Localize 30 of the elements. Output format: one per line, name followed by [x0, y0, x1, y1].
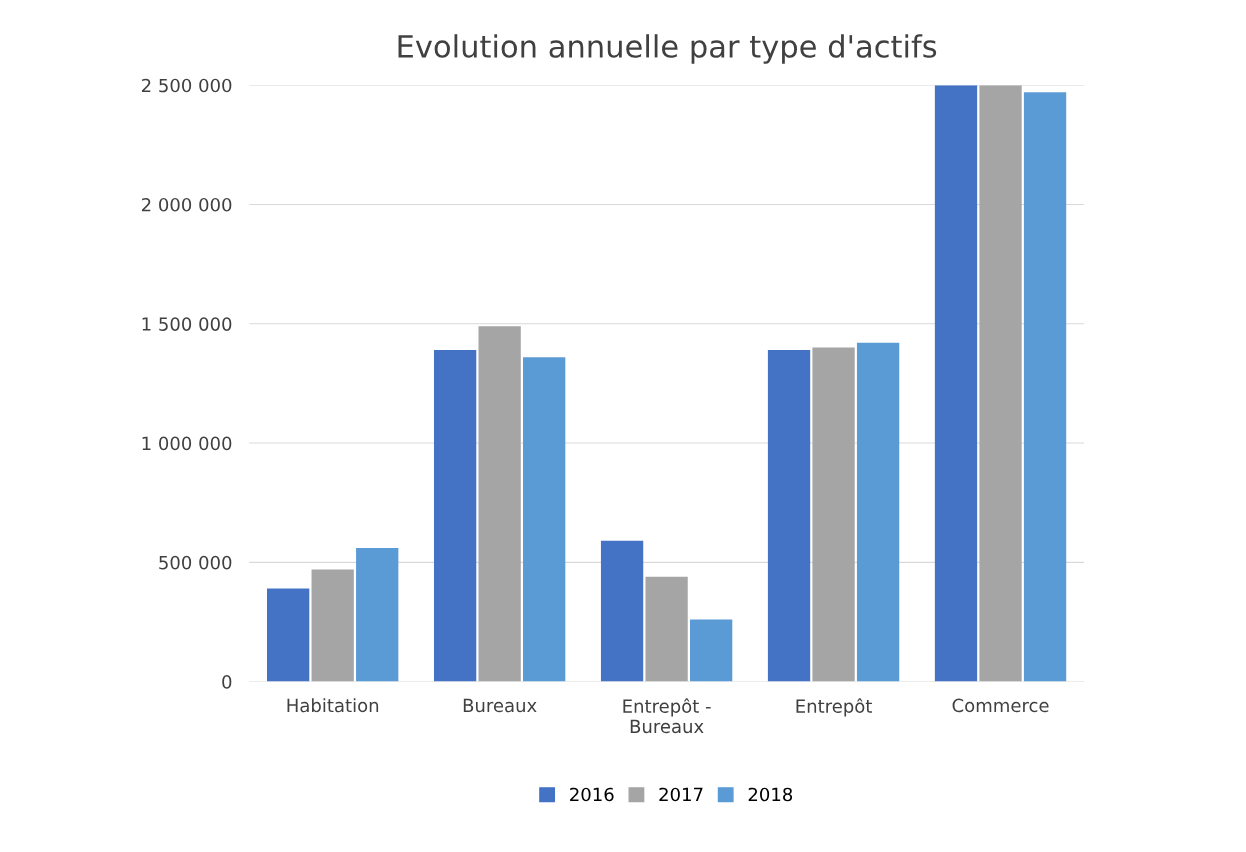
bar [433, 350, 477, 682]
bar [600, 540, 644, 682]
bar [812, 347, 855, 682]
bar [523, 357, 566, 682]
x-tick-label: Entrepôt [796, 698, 872, 717]
legend-label: 2018 [748, 787, 793, 802]
y-tick-label: 0 [222, 675, 232, 689]
x-tick-label: Habitation [287, 698, 379, 713]
legend-label: 2016 [570, 787, 614, 802]
bar [311, 569, 354, 682]
bar [478, 326, 521, 682]
bar [1023, 92, 1067, 682]
y-tick-label: 2 000 000 [141, 197, 232, 212]
bar [856, 342, 900, 682]
x-tick-label: Commerce [952, 698, 1049, 713]
bar [267, 588, 310, 682]
y-tick-label: 1 500 000 [142, 317, 232, 331]
bar [356, 548, 399, 682]
bar [979, 85, 1022, 682]
x-tick-label: Entrepôt - Bureaux [623, 698, 711, 734]
y-tick-label: 2 500 000 [141, 78, 232, 93]
bar [689, 619, 733, 682]
bar [645, 576, 688, 682]
bar [934, 85, 978, 682]
y-tick-label: 500 000 [159, 555, 232, 570]
x-tick-label: Bureaux [463, 698, 537, 713]
legend-label: 2017 [659, 787, 703, 802]
chart-title: Evolution annuelle par type d'actifs [398, 34, 937, 64]
y-tick-label: 1 000 000 [142, 436, 232, 451]
bar [767, 350, 811, 682]
